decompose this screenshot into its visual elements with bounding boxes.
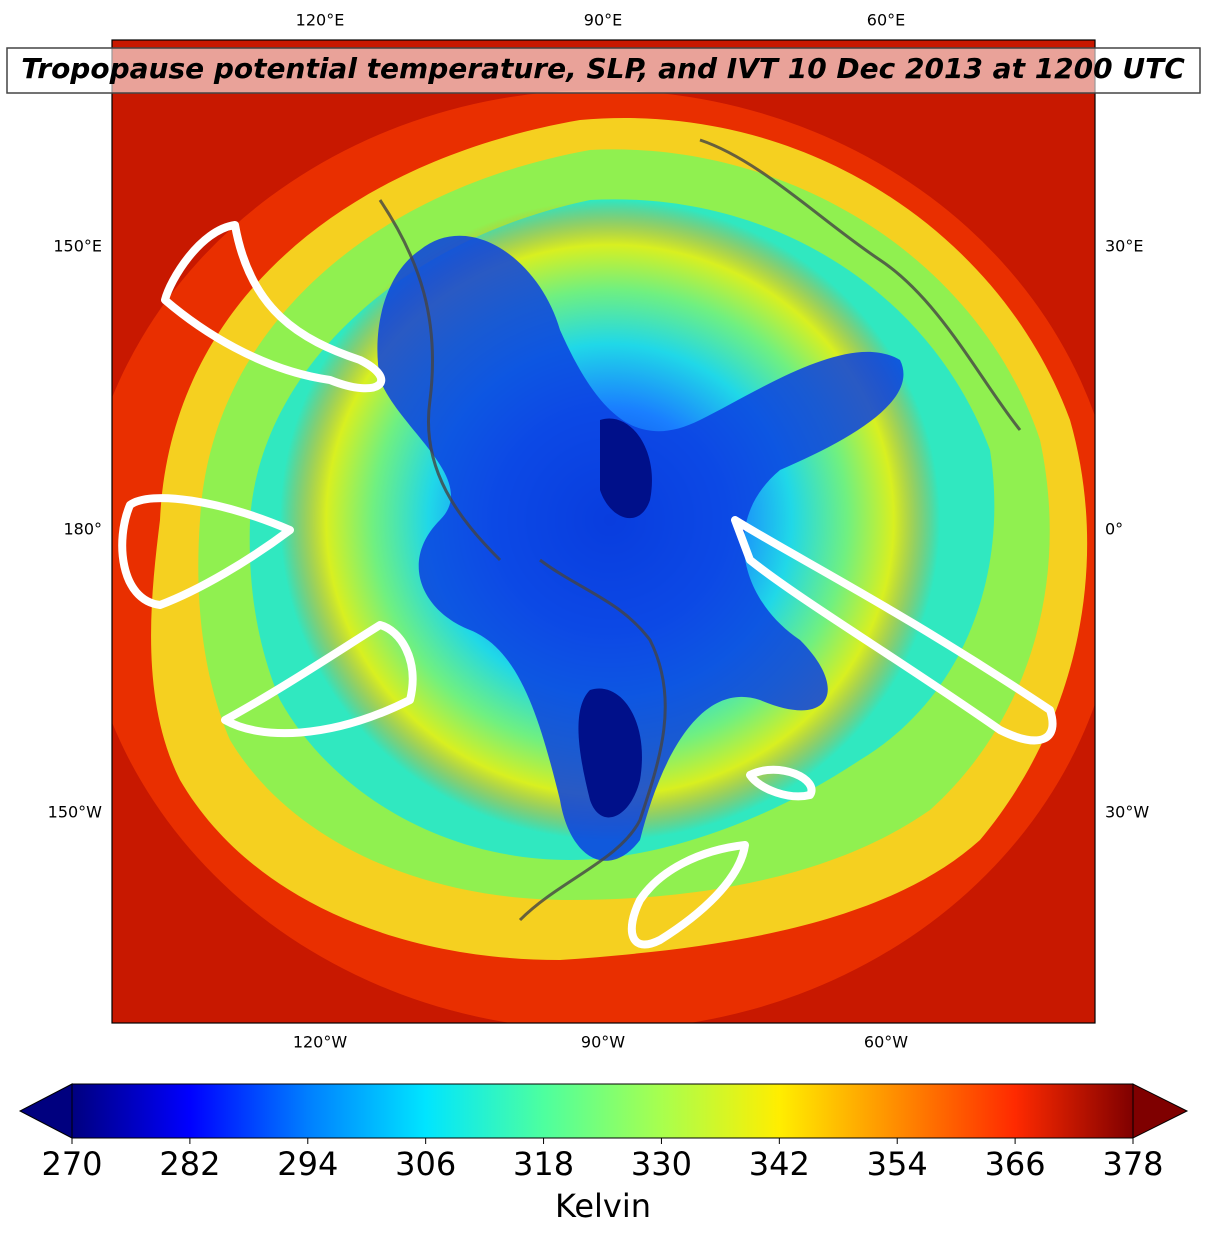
colorbar-tick-label: 366 [985,1145,1046,1183]
map-frame [111,39,1096,1024]
colorbar-tick-label: 318 [513,1145,574,1183]
colorbar-extend-high [1132,1083,1189,1139]
lon-label: 180° [63,520,102,539]
colorbar [72,1084,1133,1138]
lon-label: 150°E [53,237,102,256]
lon-label: 60°W [864,1033,908,1052]
colorbar-tick-label: 270 [41,1145,102,1183]
lon-label: 30°W [1105,803,1149,822]
lon-label: 120°W [293,1033,348,1052]
colorbar-tick-label: 342 [749,1145,810,1183]
lon-label: 90°E [584,11,622,30]
colorbar-tick-label: 354 [867,1145,928,1183]
map [112,40,1095,1023]
colorbar-tick-label: 294 [277,1145,338,1183]
title: Tropopause potential temperature, SLP, a… [21,52,1185,85]
lon-label: 30°E [1105,237,1143,256]
lon-label: 90°W [581,1033,625,1052]
colorbar-tick-label: 282 [159,1145,220,1183]
title-box [6,47,1201,94]
lon-label: 0° [1105,520,1123,539]
colorbar-tick-label: 306 [395,1145,456,1183]
colorbar-label: Kelvin [555,1187,651,1225]
lon-label: 60°E [867,11,905,30]
colorbar-tick-label: 378 [1102,1145,1163,1183]
lon-label: 120°E [296,11,345,30]
colorbar-tick-label: 330 [631,1145,692,1183]
colorbar-extend-low [18,1083,73,1139]
lon-label: 150°W [48,803,103,822]
colorbar-frame [71,1083,1134,1139]
